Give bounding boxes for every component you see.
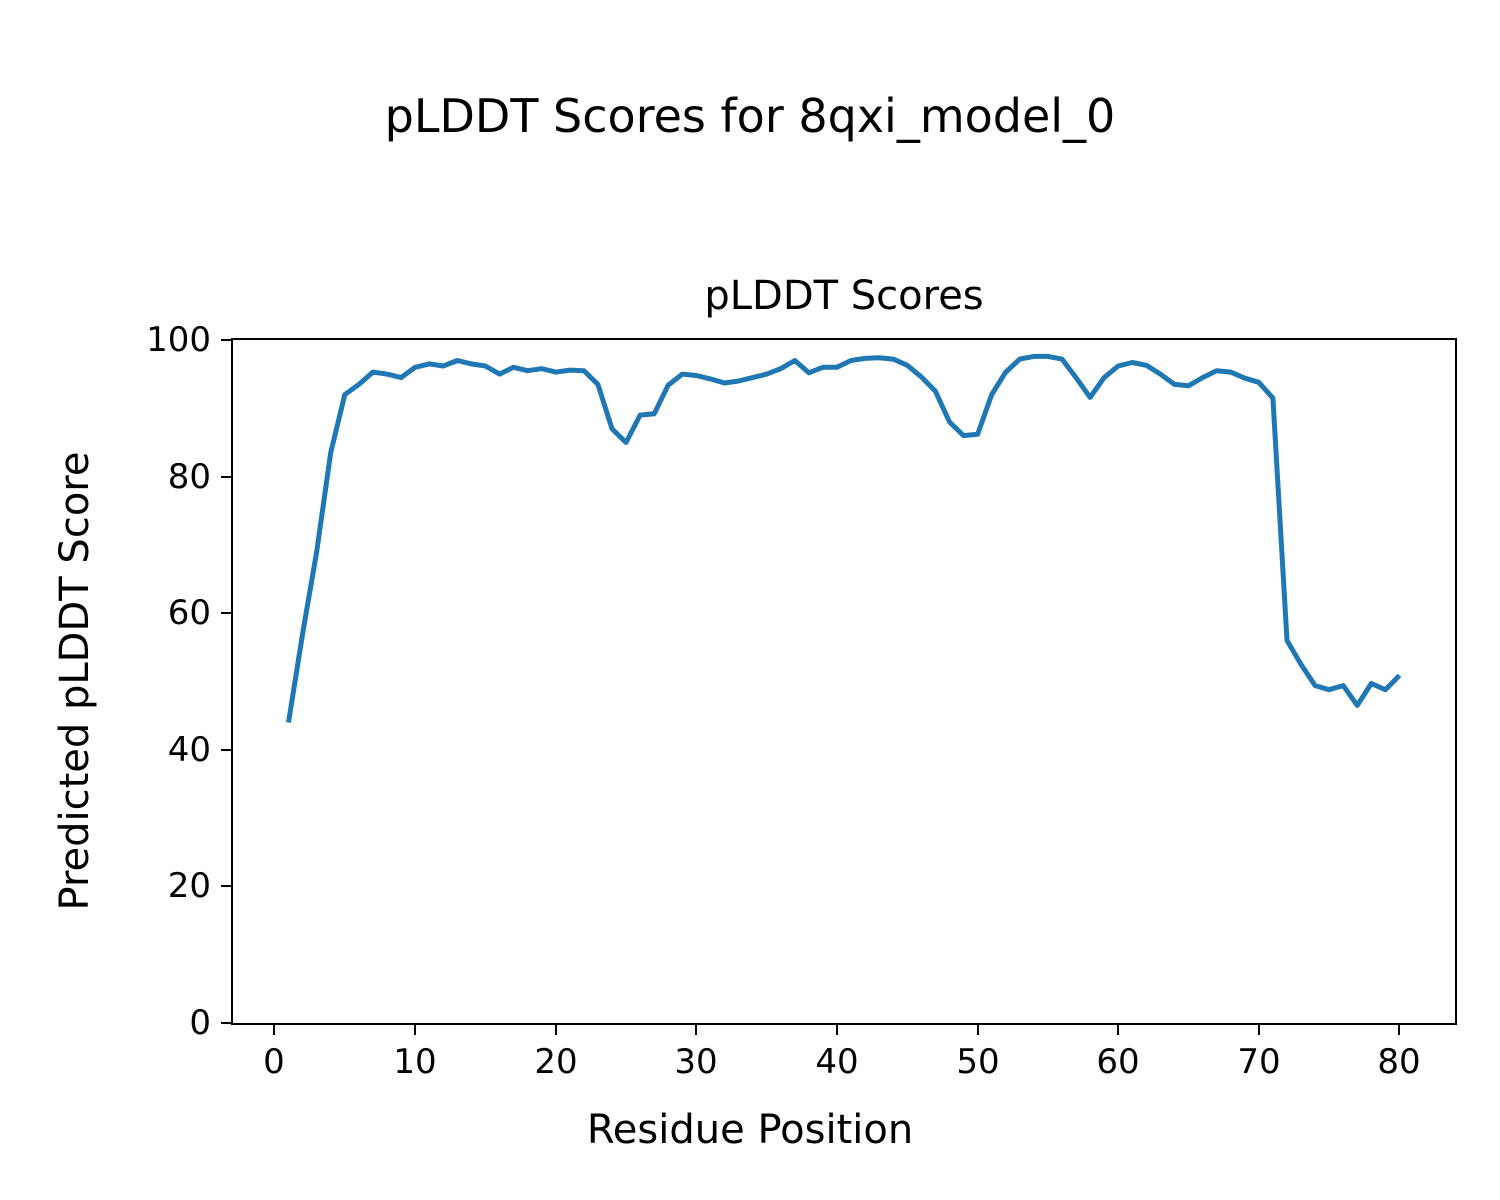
plot-area [231, 338, 1457, 1025]
x-axis-tick [695, 1025, 697, 1035]
x-axis-tick [1398, 1025, 1400, 1035]
y-axis-tick [221, 476, 231, 478]
figure-suptitle: pLDDT Scores for 8qxi_model_0 [384, 89, 1116, 143]
x-axis-tick-label: 0 [263, 1042, 285, 1082]
plddt-line-series [286, 353, 1402, 723]
y-axis-label: Predicted pLDDT Score [52, 451, 98, 911]
x-axis-tick-label: 10 [393, 1042, 437, 1082]
x-axis-tick [836, 1025, 838, 1035]
y-axis-tick-label: 20 [167, 866, 211, 906]
y-axis-tick-label: 60 [167, 593, 211, 633]
x-axis-tick [273, 1025, 275, 1035]
x-axis-tick-label: 30 [674, 1042, 718, 1082]
axes-title: pLDDT Scores [704, 273, 984, 319]
y-axis-tick-label: 40 [167, 730, 211, 770]
y-axis-tick [221, 885, 231, 887]
plot-canvas [286, 353, 1402, 723]
x-axis-tick-label: 50 [956, 1042, 1000, 1082]
y-axis-tick-label: 100 [146, 320, 211, 360]
x-axis-tick [1117, 1025, 1119, 1035]
x-axis-tick [977, 1025, 979, 1035]
x-axis-tick-label: 80 [1377, 1042, 1421, 1082]
x-axis-label: Residue Position [586, 1107, 914, 1153]
y-axis-tick-label: 80 [167, 457, 211, 497]
y-axis-tick [221, 1022, 231, 1024]
x-axis-tick [555, 1025, 557, 1035]
x-axis-tick-label: 20 [534, 1042, 578, 1082]
y-axis-tick [221, 339, 231, 341]
x-axis-tick-label: 70 [1237, 1042, 1281, 1082]
y-axis-tick [221, 612, 231, 614]
x-axis-tick [414, 1025, 416, 1035]
x-axis-tick-label: 40 [815, 1042, 859, 1082]
x-axis-tick-label: 60 [1096, 1042, 1140, 1082]
y-axis-tick-label: 0 [189, 1003, 211, 1043]
x-axis-tick [1258, 1025, 1260, 1035]
y-axis-tick [221, 749, 231, 751]
